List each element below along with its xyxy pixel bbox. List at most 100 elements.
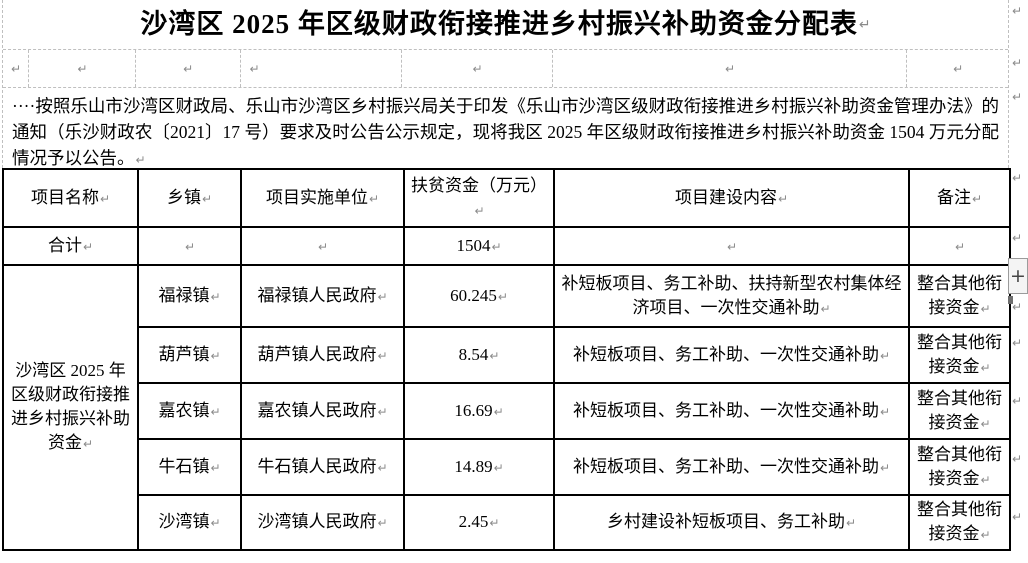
paragraph-mark-icon: ↵: [210, 516, 221, 530]
paragraph-mark-icon: ↵: [493, 404, 504, 419]
row-end-mark-icon: ↵: [1012, 231, 1023, 245]
row-end-mark-icon: ↵: [1012, 4, 1023, 18]
paragraph-mark-icon: ↵: [82, 239, 94, 254]
row-end-mark-icon: ↵: [1012, 56, 1023, 70]
table-row: 沙湾区 2025 年区级财政衔接推进乡村振兴补助资金↵ 福禄镇↵ 福禄镇人民政府…: [2, 264, 1011, 551]
town-cell: 沙湾镇↵: [137, 494, 242, 551]
paragraph-mark-icon: ↵: [201, 191, 213, 206]
amount-cell: 16.69↵: [403, 382, 555, 440]
empty-cell: ↵: [908, 226, 1011, 266]
intro-text: ····按照乐山市沙湾区财政局、乐山市沙湾区乡村振兴局关于印发《乐山市沙湾区级财…: [12, 96, 999, 168]
paragraph-mark-icon: ↵: [210, 460, 221, 475]
empty-cell: ↵: [3, 50, 29, 87]
content-cell: 补短板项目、务工补助、扶持新型农村集体经济项目、一次性交通补助↵: [553, 264, 910, 328]
paragraph-mark-icon: ↵: [183, 61, 194, 76]
paragraph-mark-icon: ↵: [377, 404, 388, 419]
paragraph-mark-icon: ↵: [726, 239, 738, 254]
paragraph-mark-icon: ↵: [820, 301, 831, 316]
content-cell: 补短板项目、务工补助、一次性交通补助↵: [553, 438, 910, 496]
unit-cell: 葫芦镇人民政府↵: [240, 326, 405, 384]
row-end-mark-icon: ↵: [1012, 394, 1023, 408]
town-cell: 牛石镇↵: [137, 438, 242, 496]
empty-cell: ↵: [240, 226, 405, 266]
amount-cell: 60.245↵: [403, 264, 555, 328]
paragraph-mark-icon: ↵: [474, 203, 485, 218]
paragraph-mark-icon: ↵: [135, 153, 146, 167]
paragraph-mark-icon: ↵: [879, 404, 891, 419]
paragraph-mark-icon: ↵: [489, 348, 500, 363]
row-end-mark-icon: ↵: [1012, 171, 1023, 185]
paragraph-mark-icon: ↵: [980, 301, 991, 316]
unit-cell: 福禄镇人民政府↵: [240, 264, 405, 328]
unit-cell: 牛石镇人民政府↵: [240, 438, 405, 496]
header-unit: 项目实施单位↵: [240, 168, 405, 228]
row-end-mark-icon: ↵: [1012, 90, 1023, 104]
row-end-mark-icon: ↵: [1012, 336, 1023, 350]
paragraph-mark-icon: ↵: [725, 61, 736, 76]
row-end-mark-icon: ↵: [1012, 510, 1023, 524]
empty-cell: ↵: [553, 226, 910, 266]
intro-row: ····按照乐山市沙湾区财政局、乐山市沙湾区乡村振兴局关于印发《乐山市沙湾区级财…: [3, 88, 1008, 168]
unit-cell: 沙湾镇人民政府↵: [240, 494, 405, 551]
amount-cell: 8.54↵: [403, 326, 555, 384]
content-cell: 补短板项目、务工补助、一次性交通补助↵: [553, 382, 910, 440]
paragraph-mark-icon: ↵: [845, 516, 857, 530]
allocation-table: 项目名称↵ 乡镇↵ 项目实施单位↵ 扶贫资金（万元）↵ 项目建设内容↵ 备注↵ …: [2, 168, 1011, 551]
empty-cell: ↵: [553, 50, 908, 87]
paragraph-mark-icon: ↵: [954, 239, 966, 254]
note-cell: 整合其他衔接资金↵: [908, 264, 1011, 328]
paragraph-mark-icon: ↵: [858, 16, 871, 33]
total-label-cell: 合计↵: [2, 226, 139, 266]
empty-cell: ↵: [29, 50, 136, 87]
town-cell: 葫芦镇↵: [137, 326, 242, 384]
paragraph-mark-icon: ↵: [377, 460, 388, 475]
paragraph-mark-icon: ↵: [953, 61, 964, 76]
gridline-region: 沙湾区 2025 年区级财政衔接推进乡村振兴补助资金分配表 ↵ ↵ ↵ ↵ ↵ ↵…: [2, 0, 1009, 168]
table-row: 牛石镇↵ 牛石镇人民政府↵ 14.89↵ 补短板项目、务工补助、一次性交通补助↵…: [3, 438, 1011, 496]
empty-grid-row: ↵ ↵ ↵ ↵ ↵ ↵ ↵: [3, 50, 1008, 88]
page-title: 沙湾区 2025 年区级财政衔接推进乡村振兴补助资金分配表: [140, 9, 858, 39]
paragraph-mark-icon: ↵: [82, 437, 94, 451]
content-cell: 乡村建设补短板项目、务工补助↵: [553, 494, 910, 551]
paragraph-mark-icon: ↵: [377, 289, 388, 304]
table-row: 嘉农镇↵ 嘉农镇人民政府↵ 16.69↵ 补短板项目、务工补助、一次性交通补助↵…: [3, 382, 1011, 440]
row-end-mark-icon: ↵: [1012, 300, 1023, 314]
paragraph-mark-icon: ↵: [249, 61, 260, 76]
town-cell: 嘉农镇↵: [137, 382, 242, 440]
paragraph-mark-icon: ↵: [77, 61, 88, 76]
scrollbar-nub[interactable]: [1008, 296, 1013, 304]
title-row: 沙湾区 2025 年区级财政衔接推进乡村振兴补助资金分配表 ↵: [3, 0, 1008, 50]
paragraph-mark-icon: ↵: [971, 191, 983, 206]
paragraph-mark-icon: ↵: [317, 239, 329, 254]
paragraph-mark-icon: ↵: [879, 348, 891, 363]
plus-icon: +: [1010, 264, 1026, 287]
note-cell: 整合其他衔接资金↵: [908, 438, 1011, 496]
plus-button[interactable]: +: [1008, 258, 1028, 294]
paragraph-mark-icon: ↵: [210, 404, 221, 419]
paragraph-mark-icon: ↵: [980, 416, 991, 431]
empty-cell: ↵: [907, 50, 1008, 87]
paragraph-mark-icon: ↵: [377, 516, 388, 530]
paragraph-mark-icon: ↵: [777, 191, 789, 206]
content-cell: 补短板项目、务工补助、一次性交通补助↵: [553, 326, 910, 384]
paragraph-mark-icon: ↵: [210, 348, 221, 363]
header-town: 乡镇↵: [137, 168, 242, 228]
paragraph-mark-icon: ↵: [10, 61, 21, 76]
amount-cell: 2.45↵: [403, 494, 555, 551]
paragraph-mark-icon: ↵: [980, 472, 991, 487]
paragraph-mark-icon: ↵: [368, 191, 380, 206]
project-name-cell: 沙湾区 2025 年区级财政衔接推进乡村振兴补助资金↵: [2, 264, 139, 551]
intro-paragraph: ····按照乐山市沙湾区财政局、乐山市沙湾区乡村振兴局关于印发《乐山市沙湾区级财…: [12, 93, 999, 173]
paragraph-mark-icon: ↵: [491, 239, 502, 254]
table-row: 葫芦镇↵ 葫芦镇人民政府↵ 8.54↵ 补短板项目、务工补助、一次性交通补助↵ …: [3, 326, 1011, 384]
paragraph-mark-icon: ↵: [980, 528, 991, 542]
note-cell: 整合其他衔接资金↵: [908, 326, 1011, 384]
paragraph-mark-icon: ↵: [493, 460, 504, 475]
empty-cell: ↵: [402, 50, 553, 87]
note-cell: 整合其他衔接资金↵: [908, 382, 1011, 440]
paragraph-mark-icon: ↵: [377, 348, 388, 363]
header-amount: 扶贫资金（万元）↵: [403, 168, 555, 228]
town-cell: 福禄镇↵: [137, 264, 242, 328]
paragraph-mark-icon: ↵: [497, 289, 508, 304]
